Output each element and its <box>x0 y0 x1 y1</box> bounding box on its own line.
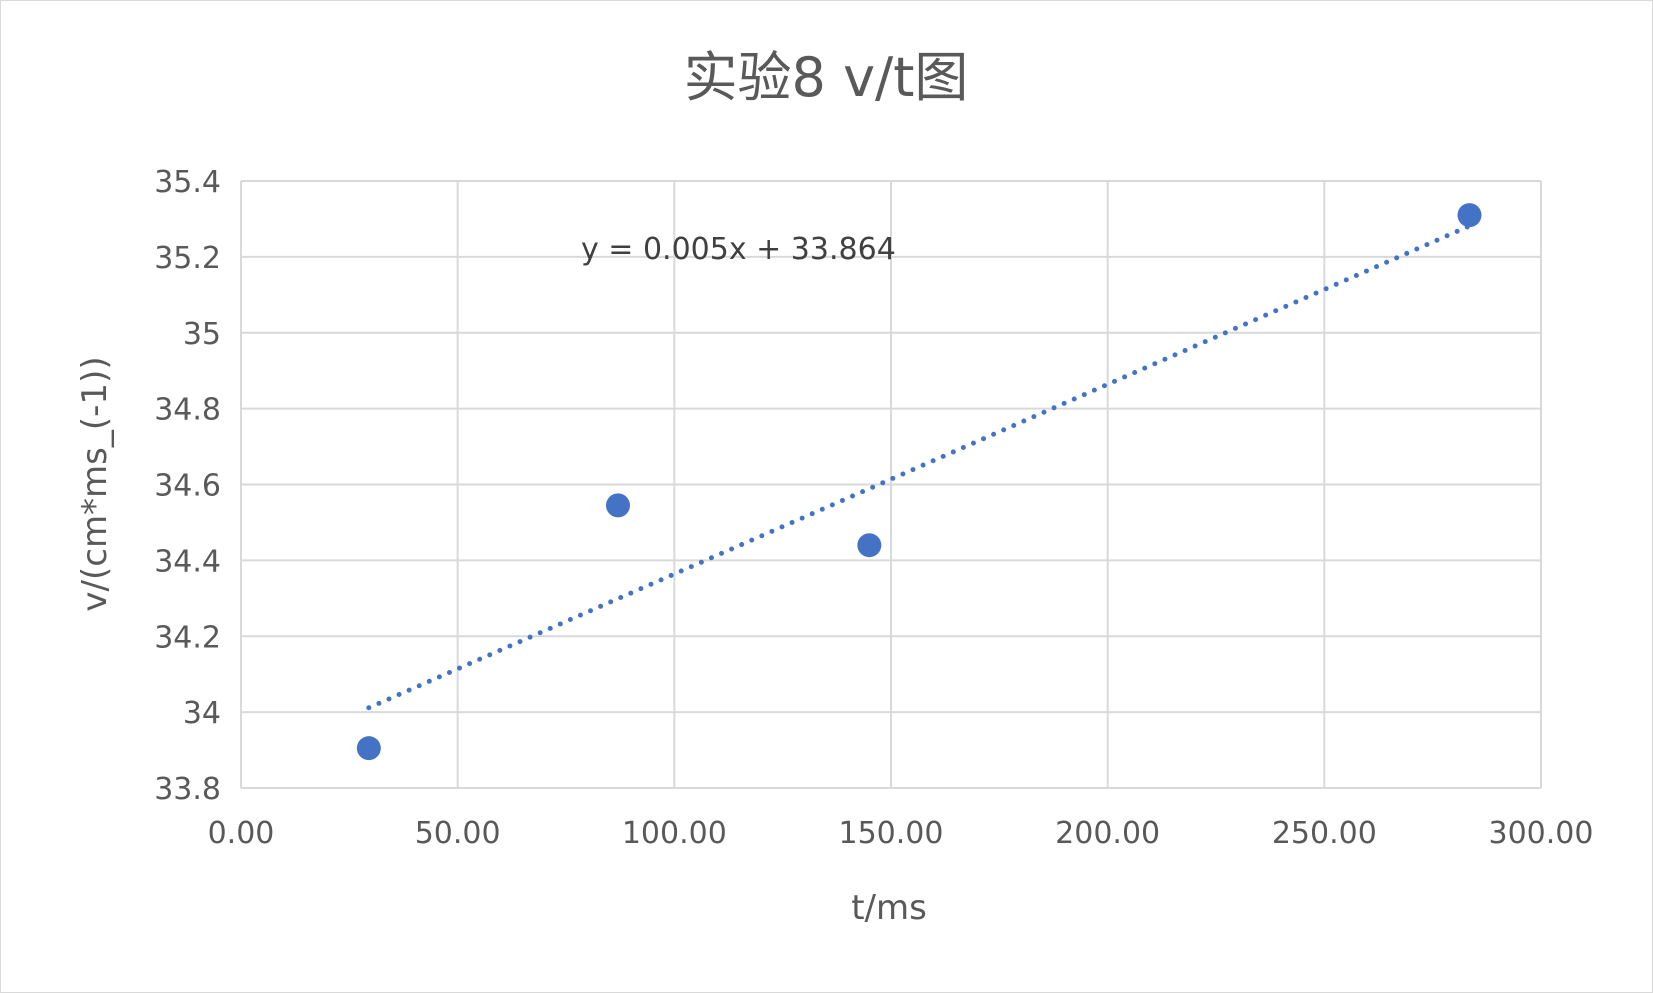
y-tick-label: 35.2 <box>154 241 221 276</box>
data-point <box>606 493 630 518</box>
x-tick-label: 50.00 <box>415 816 501 851</box>
trendline-group <box>366 223 1472 711</box>
chart-title: 实验8 v/t图 <box>684 46 969 109</box>
x-tick-label: 0.00 <box>208 816 275 851</box>
y-tick-label: 34.4 <box>154 544 221 579</box>
x-tick-label: 300.00 <box>1489 816 1594 851</box>
data-point <box>356 736 381 761</box>
y-tick-label: 34.2 <box>154 620 221 655</box>
y-axis-title: v/(cm*ms_(-1)) <box>75 356 115 611</box>
y-tick-label: 34 <box>183 696 221 731</box>
x-tick-label: 200.00 <box>1055 816 1160 851</box>
x-axis-title: t/ms <box>851 888 927 928</box>
y-tick-label: 34.8 <box>154 393 221 428</box>
trendline <box>366 223 1472 711</box>
y-tick-label: 34.6 <box>154 469 221 504</box>
y-tick-label: 35.4 <box>154 165 221 200</box>
x-tick-label: 150.00 <box>839 816 944 851</box>
trendline-equation: y = 0.005x + 33.864 <box>581 232 896 267</box>
data-point <box>857 533 882 558</box>
x-axis-ticks: 0.00 50.00 100.00 150.00 200.00 250.00 300.00 <box>208 816 1594 851</box>
data-point <box>1457 203 1482 228</box>
y-axis-ticks: 33.8 34 34.2 34.4 34.6 34.8 35 35.2 35.4 <box>154 165 221 807</box>
data-points <box>356 203 1482 761</box>
x-tick-label: 100.00 <box>622 816 727 851</box>
x-tick-label: 250.00 <box>1272 816 1377 851</box>
y-tick-label: 35 <box>183 317 221 352</box>
gridlines <box>240 180 1542 789</box>
y-tick-label: 33.8 <box>154 772 221 807</box>
